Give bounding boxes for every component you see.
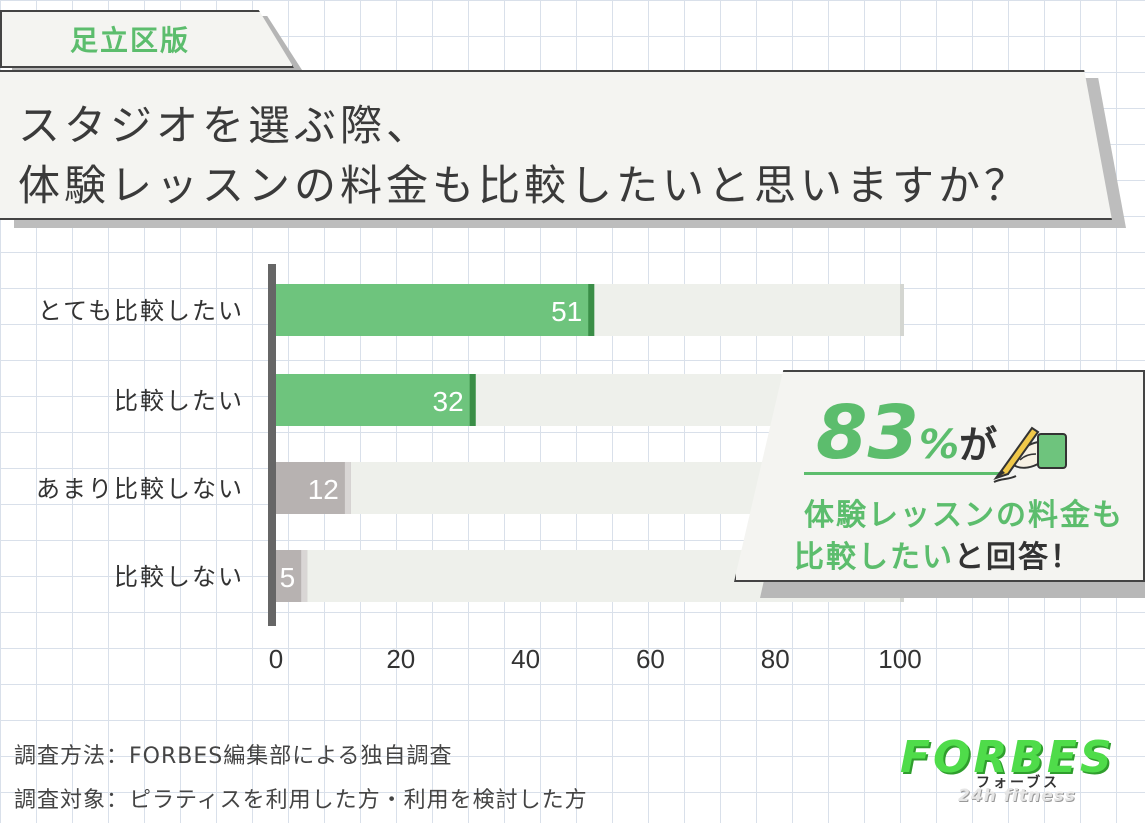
bar-edge — [588, 284, 595, 336]
region-tag-label: 足立区版 — [70, 24, 191, 57]
callout-line-2-highlight: 比較したい — [794, 540, 954, 575]
x-tick-label: 100 — [878, 644, 921, 674]
logo-main: FORBES — [900, 732, 1115, 783]
footnote-target: 調査対象：ピラティスを利用した方・利用を検討した方 — [14, 788, 588, 813]
title-line-1: スタジオを選ぶ際、 — [18, 101, 433, 150]
footnote-method: 調査方法：FORBES編集部による独自調査 — [14, 744, 453, 769]
data-label: 32 — [433, 386, 464, 417]
logo-kana: フォーブス — [976, 775, 1061, 791]
data-label: 12 — [308, 474, 339, 505]
logo-sub: 24h fitness — [958, 786, 1076, 806]
x-tick-label: 20 — [386, 644, 415, 674]
bar-edge — [344, 462, 351, 514]
callout-box: 83%が 体験レッスンの料金も 比較したいと回答！ — [734, 370, 1145, 582]
category-label: 比較しない — [114, 563, 244, 591]
bar — [276, 462, 351, 514]
category-label: 比較したい — [114, 387, 244, 415]
category-label: あまり比較しない — [36, 475, 244, 503]
bar-track-edge — [900, 284, 904, 336]
forbes-logo: FORBES フォーブス 24h fitness — [900, 732, 1112, 812]
category-label: とても比較したい — [38, 297, 244, 325]
data-label: 51 — [551, 296, 582, 327]
pencil-hand-icon — [993, 426, 1067, 483]
x-tick-label: 80 — [761, 644, 790, 674]
callout-line-1: 体験レッスンの料金も — [804, 498, 1124, 533]
x-tick-label: 60 — [636, 644, 665, 674]
bar — [276, 284, 595, 336]
callout-underline — [804, 472, 1009, 475]
callout-particle: が — [959, 423, 998, 467]
y-axis-line — [268, 264, 276, 626]
callout-line-2: 比較したいと回答！ — [794, 532, 1082, 576]
bar-edge — [469, 374, 476, 426]
callout-percent: 83%が — [816, 390, 997, 476]
title-box: スタジオを選ぶ際、 体験レッスンの料金も比較したいと思いますか？ — [0, 70, 1112, 220]
x-tick-label: 0 — [269, 644, 283, 674]
data-label: 5 — [280, 562, 296, 593]
callout-percent-suffix: % — [918, 422, 960, 468]
title-line-2: 体験レッスンの料金も比較したいと思いますか？ — [18, 161, 1031, 210]
region-tag: 足立区版 — [0, 10, 294, 68]
bar-edge — [301, 550, 308, 602]
callout-line-2-rest: と回答！ — [954, 540, 1082, 575]
callout-percent-number: 83 — [816, 390, 919, 476]
x-tick-label: 40 — [511, 644, 540, 674]
bar — [276, 374, 476, 426]
